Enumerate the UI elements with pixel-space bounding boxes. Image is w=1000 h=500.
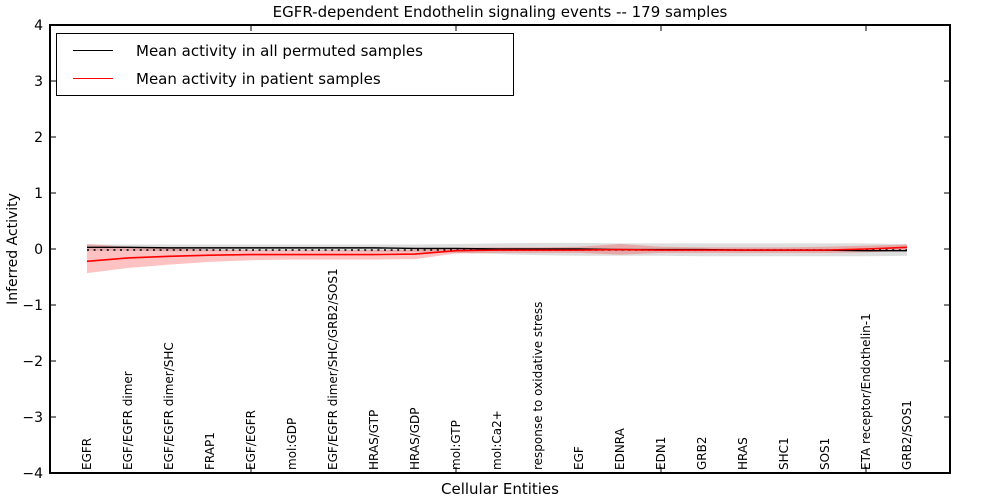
category-label: mol:GTP [449,420,463,470]
chart-title: EGFR-dependent Endothelin signaling even… [272,3,728,21]
y-tick-label: 1 [34,186,43,202]
y-tick-label: 4 [34,18,43,34]
category-label: response to oxidative stress [531,302,545,470]
category-label: SOS1 [818,438,832,470]
patient-line-swatch [73,78,113,79]
category-label: GRB2/SOS1 [900,400,914,470]
legend-entry-patient: Mean activity in patient samples [57,68,513,90]
y-tick-label: 2 [34,130,43,146]
x-axis-label: Cellular Entities [441,480,559,498]
category-label: EGFR [80,438,94,470]
category-label: mol:Ca2+ [490,410,504,470]
permuted-line-swatch [73,50,113,51]
category-label: HRAS/GDP [408,407,422,470]
y-tick-label: 0 [34,242,43,258]
category-label: EDNRA [613,427,627,470]
category-label: EDN1 [654,437,668,470]
legend-label-patient: Mean activity in patient samples [136,69,381,88]
patient-mean-line [86,246,908,263]
category-label: EGF/EGFR [244,410,258,470]
y-tick-label: −1 [22,298,43,314]
category-label: EGF/EGFR dimer [121,371,135,470]
legend: Mean activity in all permuted samples Me… [56,33,514,96]
category-label: FRAP1 [203,432,217,470]
category-label: ETA receptor/Endothelin-1 [859,313,873,470]
legend-entry-permuted: Mean activity in all permuted samples [57,40,513,62]
category-label: mol:GDP [285,418,299,470]
category-label: SHC1 [777,437,791,470]
y-axis-label: Inferred Activity [5,193,21,305]
y-tick-label: −4 [22,466,43,482]
patient-confidence-band [87,243,907,274]
category-label: EGF/EGFR dimer/SHC [162,342,176,470]
legend-label-permuted: Mean activity in all permuted samples [136,41,423,60]
category-label: HRAS/GTP [367,410,381,470]
y-tick-label: −3 [22,410,43,426]
category-label: EGF/EGFR dimer/SHC/GRB2/SOS1 [326,268,340,470]
y-tick-label: 3 [34,74,43,90]
category-label: GRB2 [695,436,709,470]
category-label: HRAS [736,437,750,470]
category-label: EGF [572,446,586,470]
y-tick-label: −2 [22,354,43,370]
